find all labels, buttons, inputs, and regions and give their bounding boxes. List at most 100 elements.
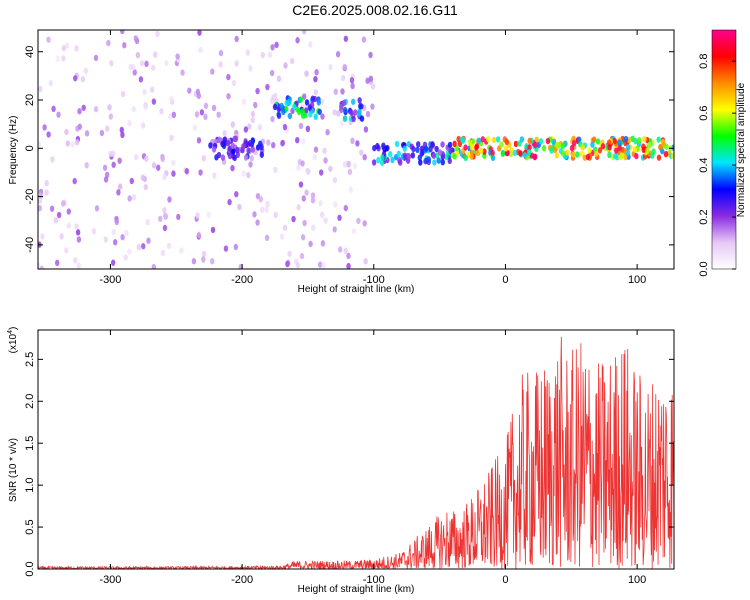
spectrogram-cell xyxy=(303,107,309,114)
spectrogram-cell xyxy=(142,88,147,96)
spectrogram-cell xyxy=(168,113,173,120)
spectrogram-cell xyxy=(216,151,222,159)
spectrogram-cell xyxy=(93,105,99,113)
snr-scale-exponent: 4 xyxy=(7,330,14,334)
spectrogram-cell xyxy=(169,134,174,142)
spectrogram-cell xyxy=(434,145,439,153)
colorbar-tick-label: 0.6 xyxy=(698,105,710,120)
spectrogram-cell xyxy=(299,252,305,260)
spectrogram-cell xyxy=(192,124,198,131)
spectrogram-cell xyxy=(231,79,237,87)
x-tick-label: -300 xyxy=(99,274,121,286)
x-tick-label: -200 xyxy=(231,274,253,286)
spectrogram-cell xyxy=(248,65,253,72)
spectrogram-cell xyxy=(216,111,221,118)
spectrogram-cell xyxy=(211,146,217,153)
colorbar: 0.0 0.2 0.4 0.6 0.8 Normalized spectral ampl… xyxy=(698,29,747,277)
spectrogram-cell xyxy=(247,123,252,130)
spectrogram-cell xyxy=(184,168,190,175)
spectrogram-cell xyxy=(518,150,523,157)
spectrogram-cell xyxy=(196,92,202,100)
spectrogram-cell xyxy=(287,112,293,120)
spectrogram-cell xyxy=(623,153,628,161)
spectrogram-cell xyxy=(513,140,519,148)
y-tick-label: 2.5 xyxy=(24,352,36,367)
spectrogram-cell xyxy=(281,108,286,116)
snr-panel: -300 -200 -100 0 100 0.0 0.5 1.0 1.5 2.0 2.5 Heigh… xyxy=(7,327,675,595)
spectrogram-cell xyxy=(332,109,337,116)
spectrogram-cell xyxy=(248,161,253,168)
spectrogram-cell xyxy=(396,150,401,158)
spectrogram-cell xyxy=(180,69,185,76)
spectrogram-cell xyxy=(138,76,144,83)
spectrogram-cell xyxy=(250,116,255,124)
spectrogram-cell xyxy=(139,60,145,67)
spectrogram-cell xyxy=(64,128,69,136)
spectrogram-cell xyxy=(110,259,116,266)
spectrogram-cell xyxy=(533,141,538,149)
spectrogram-cell xyxy=(357,97,362,104)
spectrogram-cell xyxy=(362,154,367,161)
spectrogram-cell xyxy=(83,67,89,74)
spectrogram-cell xyxy=(74,45,79,52)
spectrogram-cell xyxy=(350,82,355,90)
spectrogram-cell xyxy=(252,211,257,218)
spectrogram-cell xyxy=(241,170,246,177)
spectrogram-cell xyxy=(171,111,177,119)
spectrogram-cell xyxy=(355,140,360,147)
spectrogram-cell xyxy=(77,123,82,130)
spectrogram-cell xyxy=(196,137,202,144)
spectrogram-cell xyxy=(304,189,309,196)
spectrogram-cell xyxy=(436,157,441,164)
spectrogram-cell xyxy=(84,162,89,169)
spectrogram-cell xyxy=(551,138,556,146)
spectrogram-cell xyxy=(136,243,142,251)
spectrogram-cell xyxy=(313,113,318,120)
x-tick-label: 100 xyxy=(628,274,646,286)
spectrogram-cell xyxy=(225,140,231,147)
spectrogram-cell xyxy=(167,196,172,203)
spectrogram-cell xyxy=(273,211,279,219)
spectrogram-cell xyxy=(305,125,311,133)
spectrogram-cell xyxy=(145,218,150,226)
spectrogram-cell xyxy=(234,35,239,43)
spectrogram-cell xyxy=(209,258,215,265)
x-tick-label: 0 xyxy=(502,574,508,586)
spectrogram-cell xyxy=(143,183,148,191)
spectrogram-cell xyxy=(358,103,363,110)
snr-xlabel: Height of straight line (km) xyxy=(298,584,415,595)
spectrogram-cell xyxy=(218,49,224,57)
spectrogram-cell xyxy=(151,263,156,269)
spectrogram-cell xyxy=(499,141,504,148)
spectrogram-cell xyxy=(519,136,525,143)
spectrogram-cell xyxy=(295,136,300,144)
spectrogram-cell xyxy=(534,136,539,144)
spectrogram-cell xyxy=(333,88,338,95)
spectrogram-cell xyxy=(623,135,629,143)
spectrogram-cell xyxy=(296,164,301,172)
spectrogram-cell xyxy=(350,137,355,145)
spectrogram-cell xyxy=(323,157,328,164)
spectrogram-cell xyxy=(541,145,547,152)
spectrogram-cell xyxy=(349,109,354,116)
spectrogram-cell xyxy=(289,57,295,65)
spectrogram-cell xyxy=(642,135,647,143)
spectrogram-cell xyxy=(612,137,617,145)
y-tick-label: 1.0 xyxy=(24,477,36,492)
spectrogram-cell xyxy=(319,169,324,176)
spectrogram-cell xyxy=(295,261,301,269)
spectrogram-cell xyxy=(417,154,422,161)
spectrogram-cell xyxy=(296,108,302,116)
spectrogram-cell xyxy=(359,115,365,122)
spectrogram-cell xyxy=(158,215,163,223)
spectrogram-cell xyxy=(346,161,351,168)
spectrogram-cell xyxy=(305,167,310,175)
spectrogram-cell xyxy=(230,164,235,172)
spectrogram-cell xyxy=(50,156,55,163)
spectrogram-cell xyxy=(162,207,167,214)
spectrogram-cell xyxy=(339,103,344,111)
spectrogram-cell xyxy=(103,176,109,183)
spectrogram-cell xyxy=(271,141,276,149)
spectrogram-cell xyxy=(375,142,380,150)
spectrogram-cell xyxy=(120,30,125,35)
